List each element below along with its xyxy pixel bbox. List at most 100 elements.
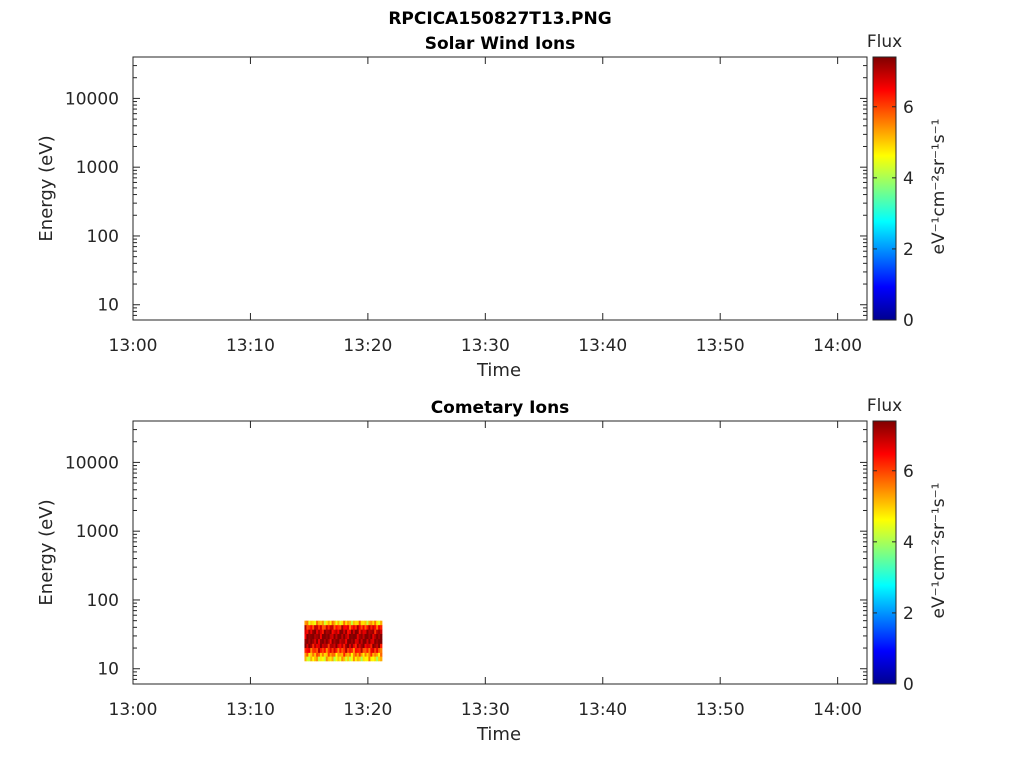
x-tick-label: 13:40	[578, 700, 627, 720]
spectrogram-cell	[350, 634, 354, 640]
spectrogram-cell	[352, 639, 356, 645]
spectrogram-cell	[318, 625, 321, 631]
spectrogram-cell	[345, 629, 348, 635]
spectrogram-cell	[343, 652, 346, 658]
spectrogram-cell	[333, 639, 336, 645]
spectrogram-cell	[341, 629, 344, 635]
spectrogram-cell	[341, 643, 344, 649]
spectrogram-cell	[364, 629, 367, 635]
spectrogram-cell	[314, 656, 317, 662]
spectrogram-cell	[318, 643, 321, 649]
colorbar-tick-label: 0	[903, 675, 914, 695]
panel-1: Solar Wind Ions 13:00 13:10 13:20 13:30 13:40…	[36, 32, 949, 381]
spectrogram-cell	[337, 629, 340, 635]
spectrogram-cell	[333, 656, 336, 662]
spectrogram-cell	[335, 656, 338, 662]
spectrogram-cell	[360, 620, 363, 626]
spectrogram-cell	[370, 620, 373, 626]
spectrogram-cell	[372, 625, 375, 631]
spectrogram-cell	[316, 656, 319, 662]
spectrogram-cell	[323, 656, 327, 662]
spectrogram-cell	[319, 639, 323, 645]
spectrogram-cell	[372, 656, 375, 662]
spectrogram-cell	[350, 620, 354, 626]
spectrogram-cell	[354, 625, 358, 631]
spectrogram-cell	[366, 620, 369, 626]
y-axis-label: Energy (eV)	[36, 135, 57, 241]
spectrogram-cell	[335, 629, 338, 635]
spectrogram-cell	[358, 629, 362, 635]
y-tick-label: 10	[97, 660, 119, 680]
spectrogram-cell	[308, 643, 311, 649]
spectrogram-cell	[335, 639, 338, 645]
spectrogram-cell	[378, 629, 381, 635]
spectrogram-cell	[318, 629, 321, 635]
spectrogram-cell	[349, 620, 352, 626]
spectrogram-cell	[337, 656, 340, 662]
spectrogram-cell	[325, 643, 329, 649]
spectrogram-cell	[372, 648, 375, 654]
spectrogram-cell	[356, 652, 360, 658]
spectrogram-cell	[380, 634, 383, 640]
spectrogram-cell	[352, 648, 356, 654]
spectrogram-cell	[370, 639, 373, 645]
x-tick-label: 13:10	[226, 336, 275, 356]
spectrogram-cell	[345, 620, 348, 626]
spectrogram-cell	[316, 620, 319, 626]
spectrogram-cell	[314, 639, 317, 645]
spectrogram-cell	[380, 648, 383, 654]
spectrogram-cell	[343, 620, 346, 626]
spectrogram-cell	[368, 620, 371, 626]
spectrogram-cell	[314, 652, 317, 658]
spectrogram-cell	[347, 629, 350, 635]
spectrogram-cell	[354, 639, 358, 645]
colorbar-tick-label: 4	[903, 533, 914, 553]
spectrogram-cell	[323, 643, 327, 649]
spectrogram-cell	[325, 620, 329, 626]
spectrogram-cell	[360, 656, 363, 662]
spectrogram-cell	[368, 634, 371, 640]
spectrogram-cell	[366, 629, 369, 635]
spectrogram-cell	[312, 652, 315, 658]
spectrogram-cell	[350, 656, 354, 662]
spectrogram-cell	[376, 629, 379, 635]
spectrogram-cell	[319, 634, 323, 640]
spectrogram-cell	[329, 629, 332, 635]
spectrogram-cell	[345, 648, 348, 654]
spectrogram-cell	[321, 629, 325, 635]
spectrogram-cell	[312, 634, 315, 640]
spectrogram-cell	[318, 656, 321, 662]
spectrogram-cell	[362, 639, 365, 645]
spectrogram-cell	[325, 656, 329, 662]
spectrogram-cell	[316, 629, 319, 635]
spectrogram-cell	[366, 625, 369, 631]
spectrogram-cell	[310, 634, 313, 640]
spectrogram-cell	[366, 652, 369, 658]
spectrogram-cell	[362, 629, 365, 635]
spectrogram-cell	[327, 652, 331, 658]
spectrogram-cell	[341, 652, 344, 658]
spectrogram-cell	[349, 648, 352, 654]
spectrogram-cell	[349, 652, 352, 658]
spectrogram-cell	[323, 629, 327, 635]
spectrogram-cell	[376, 643, 379, 649]
spectrogram-cell	[339, 639, 342, 645]
spectrogram-cell	[331, 643, 334, 649]
spectrogram-cell	[364, 656, 367, 662]
spectrogram-cell	[319, 648, 323, 654]
spectrogram-cell	[327, 643, 331, 649]
colorbar-tick-label: 4	[903, 169, 914, 189]
spectrogram-cell	[325, 648, 329, 654]
spectrogram-cell	[329, 643, 332, 649]
spectrogram-cell	[370, 643, 373, 649]
spectrogram-cell	[356, 643, 360, 649]
spectrogram-cell	[304, 652, 307, 658]
spectrogram-cell	[347, 625, 350, 631]
spectrogram-cell	[329, 656, 332, 662]
spectrogram-cell	[366, 639, 369, 645]
colorbar-title: Flux	[867, 396, 902, 416]
spectrogram-cell	[354, 648, 358, 654]
spectrogram-cell	[366, 648, 369, 654]
spectrogram-cell	[341, 620, 344, 626]
spectrogram-cell	[360, 643, 363, 649]
